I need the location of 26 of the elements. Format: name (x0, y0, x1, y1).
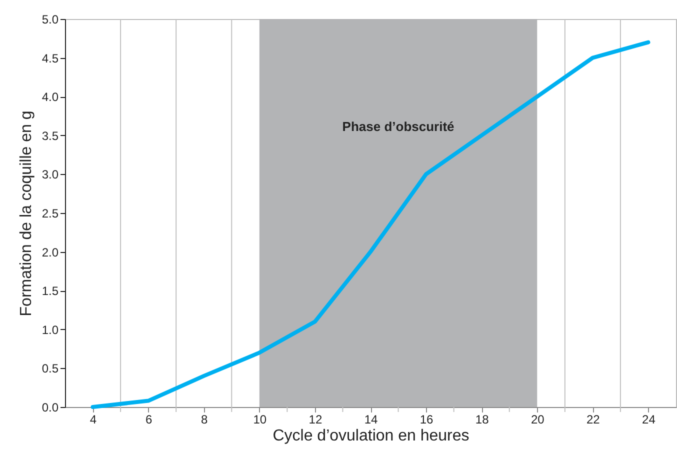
band-label: Phase d’obscurité (342, 119, 454, 134)
x-tick-label: 18 (475, 412, 490, 426)
x-tick-label: 12 (308, 412, 322, 426)
y-tick-label: 2.5 (42, 206, 59, 220)
x-tick-label: 24 (642, 412, 656, 426)
x-tick-label: 8 (201, 412, 208, 426)
x-tick-label: 20 (530, 412, 545, 426)
y-tick-label: 2.0 (42, 245, 59, 260)
y-tick-label: 1.0 (42, 322, 59, 337)
x-tick-label: 10 (253, 412, 267, 426)
line-series (90, 40, 650, 409)
y-tick-label: 4.5 (42, 51, 59, 66)
y-tick-label: 3.0 (42, 168, 59, 182)
x-tick-label: 22 (586, 412, 600, 426)
y-tick-label: 4.0 (42, 90, 59, 104)
y-tick-label: 1.5 (42, 284, 59, 298)
y-tick-label: 5.0 (42, 12, 59, 26)
x-axis-title: Cycle d’ovulation en heures (272, 428, 470, 444)
x-tick-label: 14 (364, 412, 378, 426)
y-axis-title: Formation de la coquille en g (18, 110, 35, 316)
x-tick-label: 6 (145, 412, 152, 426)
x-tick-label: 4 (90, 412, 97, 426)
x-tick-label: 16 (420, 412, 434, 426)
y-tick-label: 0.0 (42, 400, 59, 414)
y-tick-label: 0.5 (42, 362, 59, 376)
y-tick-label: 3.5 (42, 128, 59, 143)
